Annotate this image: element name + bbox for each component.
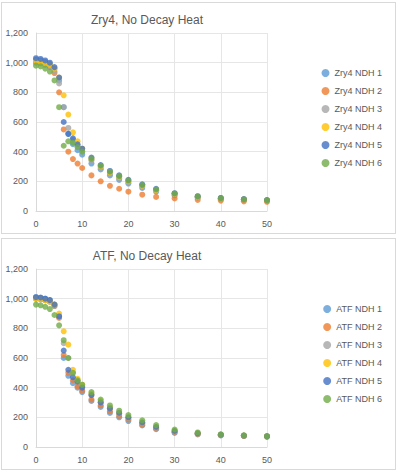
- svg-text:30: 30: [170, 219, 180, 229]
- svg-text:20: 20: [123, 455, 133, 465]
- svg-text:1,200: 1,200: [5, 264, 28, 274]
- svg-text:ATF NDH 2: ATF NDH 2: [336, 322, 382, 332]
- svg-text:Zry4 NDH 3: Zry4 NDH 3: [334, 104, 382, 114]
- svg-text:200: 200: [13, 412, 28, 422]
- svg-text:0: 0: [23, 206, 28, 216]
- svg-text:ATF NDH 4: ATF NDH 4: [336, 358, 382, 368]
- svg-text:600: 600: [13, 353, 28, 363]
- svg-text:800: 800: [13, 87, 28, 97]
- svg-text:400: 400: [13, 147, 28, 157]
- svg-text:ATF NDH 5: ATF NDH 5: [336, 376, 382, 386]
- svg-text:Zry4 NDH 6: Zry4 NDH 6: [334, 158, 382, 168]
- svg-text:ATF NDH 6: ATF NDH 6: [336, 394, 382, 404]
- svg-text:Zry4 NDH 5: Zry4 NDH 5: [334, 140, 382, 150]
- svg-text:10: 10: [77, 455, 87, 465]
- svg-text:40: 40: [216, 455, 226, 465]
- svg-text:50: 50: [262, 455, 272, 465]
- svg-text:0: 0: [23, 442, 28, 452]
- svg-text:0: 0: [33, 219, 38, 229]
- svg-text:Zry4 NDH 2: Zry4 NDH 2: [334, 86, 382, 96]
- svg-text:Zry4, No Decay Heat: Zry4, No Decay Heat: [91, 13, 204, 27]
- svg-text:1,200: 1,200: [5, 28, 28, 38]
- svg-text:40: 40: [216, 219, 226, 229]
- svg-text:1,000: 1,000: [5, 58, 28, 68]
- svg-text:Zry4 NDH 4: Zry4 NDH 4: [334, 122, 382, 132]
- svg-text:10: 10: [77, 219, 87, 229]
- svg-text:0: 0: [33, 455, 38, 465]
- svg-text:600: 600: [13, 117, 28, 127]
- svg-text:Zry4 NDH 1: Zry4 NDH 1: [334, 68, 382, 78]
- svg-text:1,000: 1,000: [5, 294, 28, 304]
- svg-text:400: 400: [13, 383, 28, 393]
- svg-text:800: 800: [13, 323, 28, 333]
- svg-text:50: 50: [262, 219, 272, 229]
- svg-text:ATF NDH 1: ATF NDH 1: [336, 304, 382, 314]
- svg-text:20: 20: [123, 219, 133, 229]
- svg-text:ATF NDH 3: ATF NDH 3: [336, 340, 382, 350]
- svg-text:ATF, No Decay Heat: ATF, No Decay Heat: [93, 249, 202, 263]
- svg-text:30: 30: [170, 455, 180, 465]
- svg-text:200: 200: [13, 176, 28, 186]
